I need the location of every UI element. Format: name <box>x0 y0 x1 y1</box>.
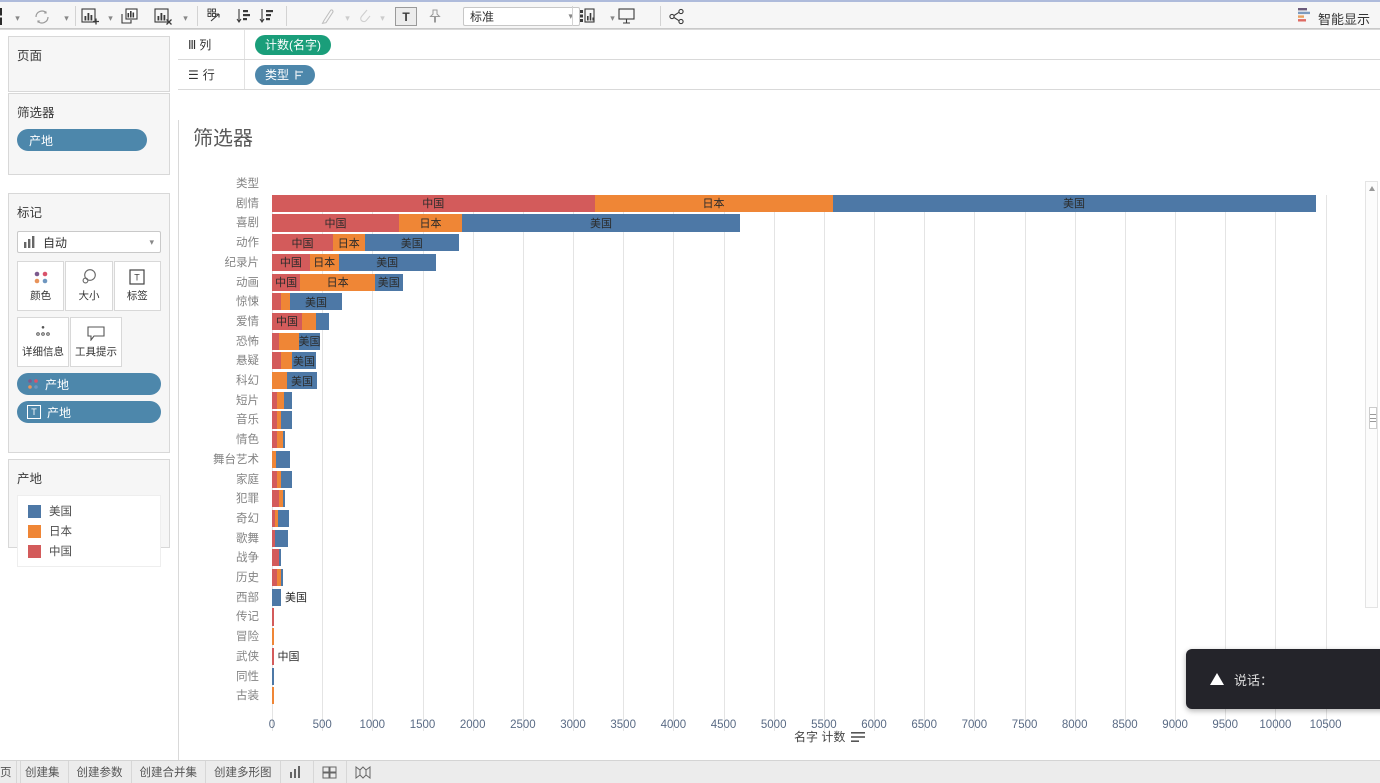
svg-text:T: T <box>135 273 141 283</box>
